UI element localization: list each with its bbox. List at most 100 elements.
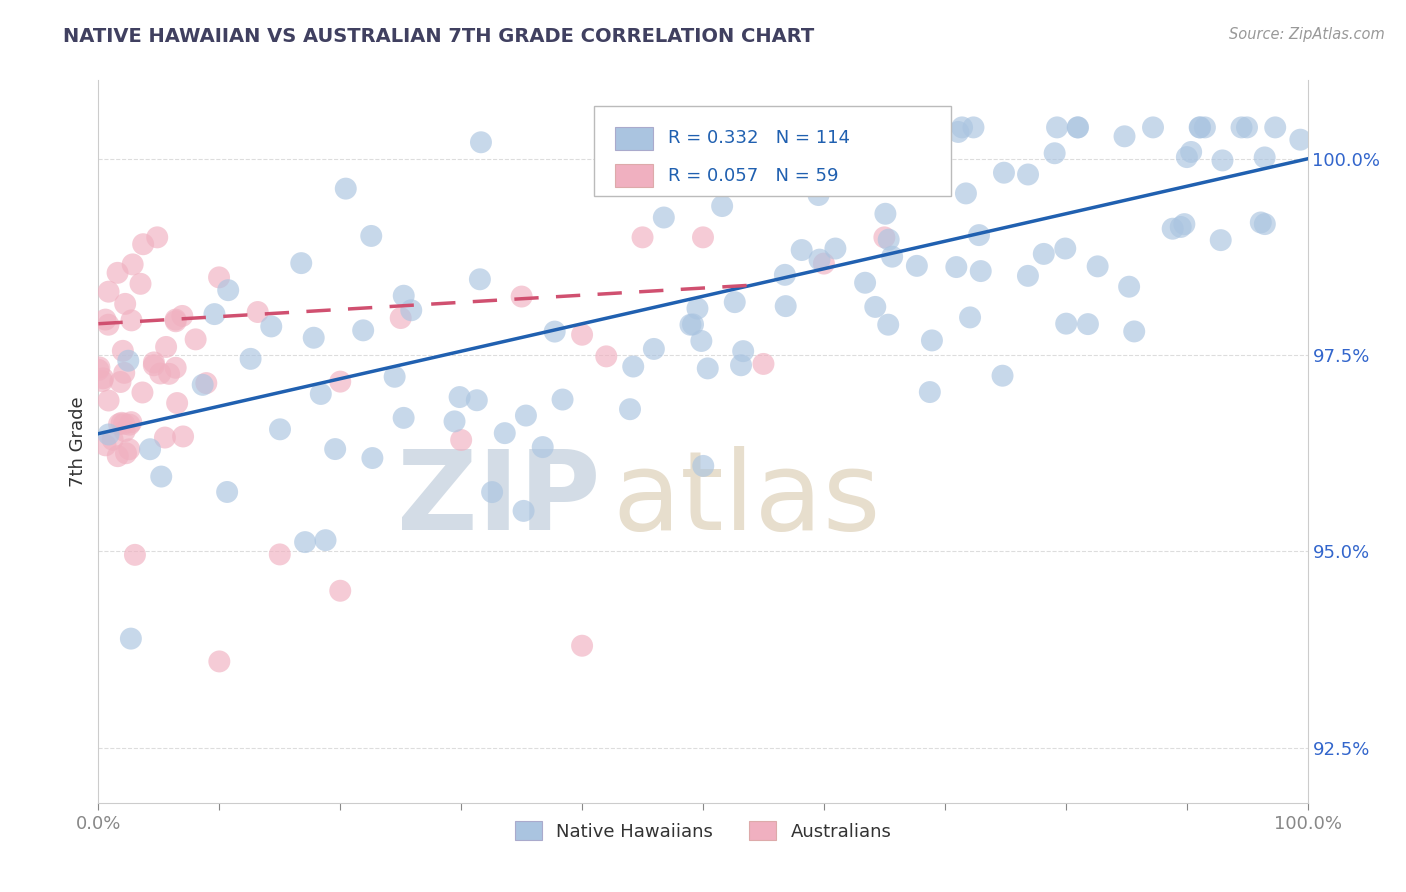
Point xyxy=(1188,120,1211,135)
Point xyxy=(877,233,900,247)
Point xyxy=(967,228,990,243)
Point xyxy=(139,442,162,457)
Point xyxy=(94,438,117,452)
Point xyxy=(111,416,134,430)
Point xyxy=(991,368,1014,383)
Point xyxy=(1066,120,1088,135)
Point xyxy=(790,243,813,257)
Point xyxy=(1175,150,1198,164)
Y-axis label: 7th Grade: 7th Grade xyxy=(69,396,87,487)
Point xyxy=(392,289,415,303)
Point xyxy=(733,344,755,359)
Point xyxy=(107,266,129,280)
Point xyxy=(150,469,173,483)
Point xyxy=(97,427,120,442)
Point xyxy=(752,357,775,371)
Point xyxy=(111,343,134,358)
Point xyxy=(882,250,904,264)
Point xyxy=(389,311,412,326)
Point xyxy=(970,264,993,278)
Point xyxy=(551,392,574,407)
Point xyxy=(108,417,131,432)
Point xyxy=(654,175,676,189)
Point xyxy=(329,583,352,598)
Point xyxy=(945,260,967,274)
Point xyxy=(468,272,491,286)
Point xyxy=(217,283,239,297)
Point xyxy=(1264,120,1286,135)
Point xyxy=(724,295,747,310)
Point xyxy=(172,429,194,443)
Point xyxy=(184,332,207,346)
Point xyxy=(114,424,136,438)
Point xyxy=(165,312,187,326)
Point xyxy=(107,449,129,463)
Point xyxy=(1211,153,1233,168)
Point xyxy=(208,270,231,285)
Point xyxy=(813,256,835,270)
Point xyxy=(165,314,187,328)
Point xyxy=(101,433,124,447)
Point xyxy=(824,242,846,256)
Point xyxy=(112,366,135,380)
Point xyxy=(399,303,422,318)
Text: R = 0.057   N = 59: R = 0.057 N = 59 xyxy=(668,167,838,185)
Point xyxy=(97,393,120,408)
Point xyxy=(1161,221,1184,235)
Point xyxy=(120,632,142,646)
Point xyxy=(631,230,654,244)
Point xyxy=(1114,129,1136,144)
Point xyxy=(120,415,142,429)
Point xyxy=(142,355,165,369)
Point xyxy=(921,334,943,348)
Point xyxy=(450,433,472,447)
Point xyxy=(571,327,593,342)
Point xyxy=(905,259,928,273)
Point xyxy=(114,297,136,311)
FancyBboxPatch shape xyxy=(614,164,654,187)
Point xyxy=(1087,260,1109,274)
Point xyxy=(309,387,332,401)
Point xyxy=(166,396,188,410)
Point xyxy=(142,358,165,372)
Point xyxy=(481,485,503,500)
Point xyxy=(1250,215,1272,229)
Point xyxy=(124,548,146,562)
Point xyxy=(873,230,896,244)
Point xyxy=(118,417,141,432)
Point xyxy=(1067,120,1090,135)
Point xyxy=(1032,247,1054,261)
Point xyxy=(87,363,110,377)
Point xyxy=(621,359,644,374)
Point xyxy=(1170,219,1192,234)
Text: atlas: atlas xyxy=(613,446,880,553)
Point xyxy=(132,237,155,252)
Point xyxy=(269,422,291,436)
Point xyxy=(773,268,796,282)
Point xyxy=(807,188,830,202)
Point xyxy=(360,229,382,244)
Point xyxy=(619,402,641,417)
Point xyxy=(1054,242,1077,256)
Point xyxy=(117,353,139,368)
Point xyxy=(118,442,141,457)
Point xyxy=(1194,120,1216,135)
Point xyxy=(269,548,291,562)
Point xyxy=(239,351,262,366)
Point xyxy=(1017,168,1039,182)
Point xyxy=(993,166,1015,180)
Point xyxy=(875,207,897,221)
Point xyxy=(290,256,312,270)
Point xyxy=(1236,120,1258,135)
Point xyxy=(165,360,187,375)
Point xyxy=(692,458,714,473)
Point xyxy=(1254,217,1277,231)
Point xyxy=(845,175,868,189)
Point xyxy=(470,135,492,149)
Point xyxy=(294,535,316,549)
Point xyxy=(155,340,177,354)
Point xyxy=(510,289,533,303)
Point xyxy=(692,230,714,244)
Point xyxy=(652,211,675,225)
Point xyxy=(352,323,374,337)
